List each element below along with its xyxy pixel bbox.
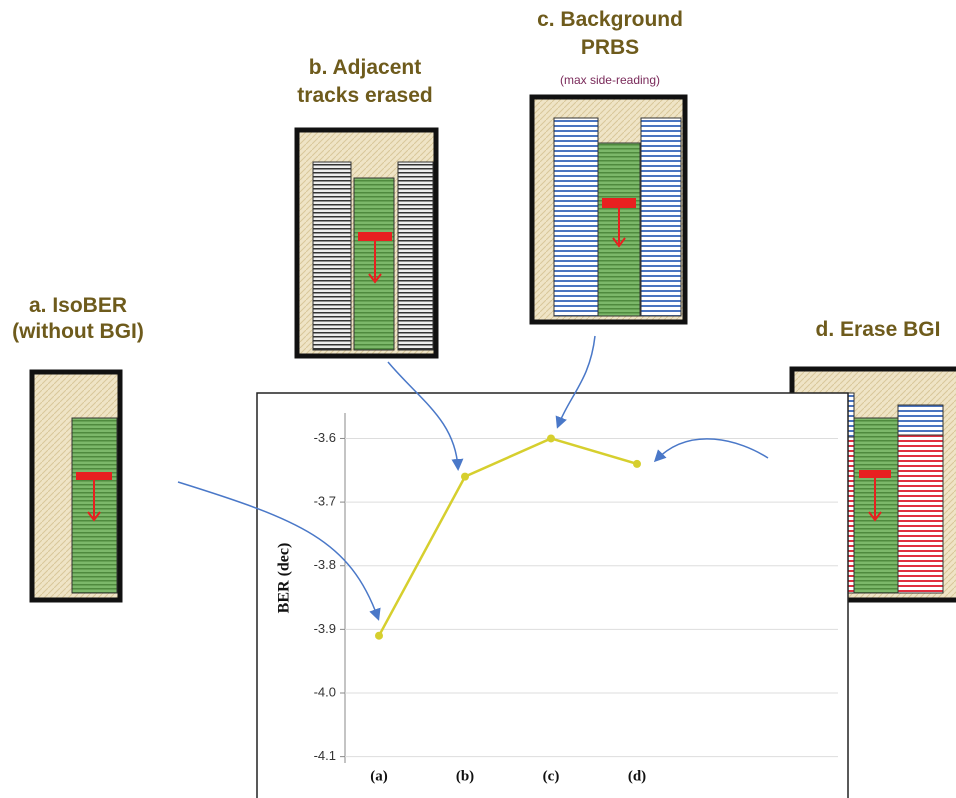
- x-tick-label: (b): [456, 768, 474, 784]
- panel-b: b. Adjacent tracks erased: [294, 56, 439, 359]
- panel-subtitle: PRBS: [581, 36, 639, 59]
- line: [377, 437, 638, 637]
- panel-title: a. IsoBER: [29, 294, 127, 317]
- x-tick-label: (a): [370, 768, 388, 784]
- panel-c: c. Background PRBS (max side-reading): [529, 8, 688, 325]
- panel-title: b. Adjacent: [309, 56, 421, 79]
- chart-frame: [256, 392, 849, 798]
- y-tick-label: -4.0: [314, 684, 336, 699]
- arrow: [177, 481, 381, 621]
- arrow: [653, 438, 769, 463]
- y-tick-label: -3.9: [314, 621, 336, 636]
- point: [461, 472, 469, 481]
- y-tick-label: -3.6: [314, 430, 336, 445]
- y-tick-label: -3.8: [314, 557, 336, 572]
- point: [375, 631, 383, 640]
- plot: -3.6 -3.7 -3.8 -3.9 -4.0 -4.1 (a) (b) (c) (d): [314, 430, 838, 784]
- arrow: [387, 361, 464, 471]
- x-tick-label: (d): [628, 768, 646, 784]
- point: [547, 434, 555, 443]
- panel-subtitle: (without BGI): [12, 320, 144, 343]
- y-tick-label: -3.7: [314, 494, 336, 509]
- panel-subtitle: tracks erased: [297, 84, 432, 107]
- panel-note: (max side-reading): [560, 73, 660, 87]
- point: [633, 459, 641, 468]
- arrow: [555, 335, 596, 429]
- x-tick-label: (c): [543, 768, 560, 784]
- y-axis-label: BER (dec): [276, 543, 293, 614]
- panel-a: a. IsoBER (without BGI): [12, 294, 144, 603]
- y-tick-label: -4.1: [314, 748, 336, 763]
- panel-title: c. Background: [537, 8, 683, 31]
- panel-title: d. Erase BGI: [816, 318, 941, 341]
